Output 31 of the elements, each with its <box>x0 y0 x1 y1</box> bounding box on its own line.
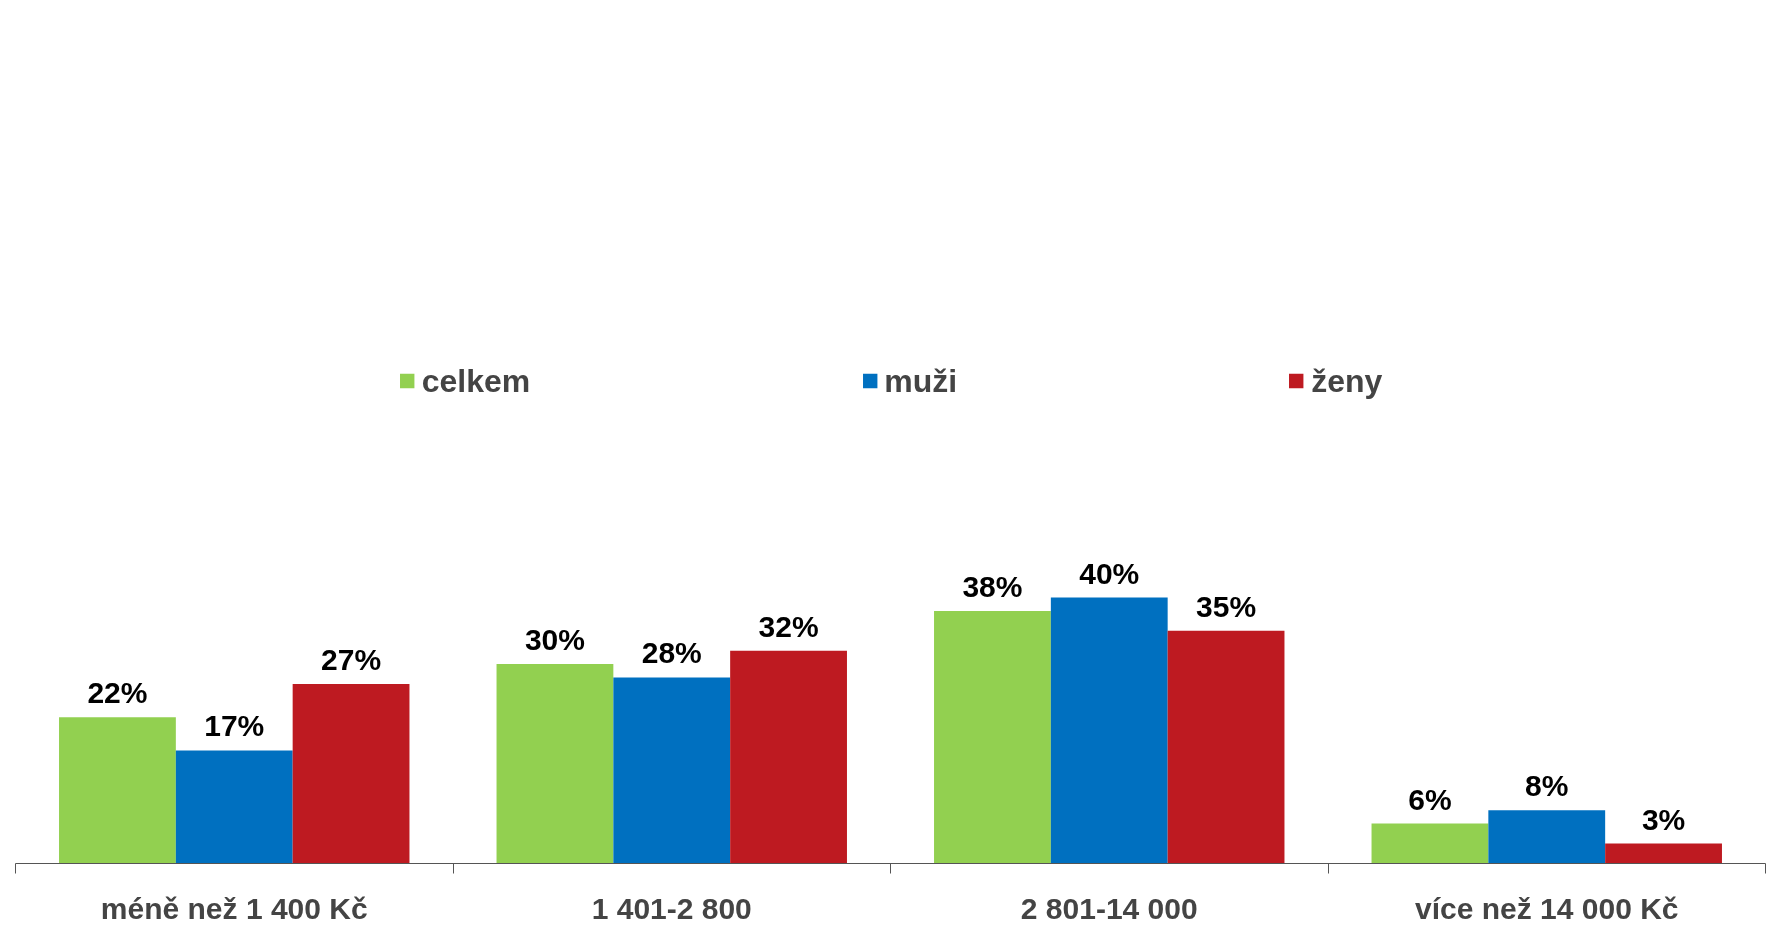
bar <box>730 650 847 864</box>
data-label: 35% <box>1196 589 1257 623</box>
bar <box>292 684 410 864</box>
legend-label: muži <box>884 362 958 400</box>
bar <box>1167 630 1285 864</box>
data-label: 28% <box>641 636 702 670</box>
data-label: 40% <box>1079 556 1140 590</box>
data-label: 8% <box>1525 769 1569 803</box>
legend-label: ženy <box>1311 362 1383 400</box>
bar <box>59 717 176 864</box>
x-tick-label: méně než 1 400 Kč <box>100 891 368 925</box>
bar <box>613 677 731 864</box>
data-label: 6% <box>1408 782 1452 816</box>
legend-label: celkem <box>421 362 531 400</box>
data-label: 38% <box>962 569 1023 603</box>
bar <box>1605 843 1722 864</box>
x-tick-label: 1 401-2 800 <box>591 891 752 925</box>
bar <box>1488 810 1606 864</box>
x-tick-label: více než 14 000 Kč <box>1414 891 1679 925</box>
data-label: 27% <box>321 643 382 677</box>
data-label: 17% <box>204 709 265 743</box>
bar <box>175 750 293 864</box>
x-tick-label: 2 801-14 000 <box>1020 891 1198 925</box>
data-label: 3% <box>1641 802 1686 836</box>
data-label: 30% <box>524 623 585 657</box>
data-label: 22% <box>87 676 148 710</box>
bar <box>1050 597 1168 864</box>
data-label: 32% <box>758 609 819 643</box>
bar <box>934 610 1051 864</box>
bar <box>1371 823 1489 864</box>
bar <box>496 664 614 864</box>
